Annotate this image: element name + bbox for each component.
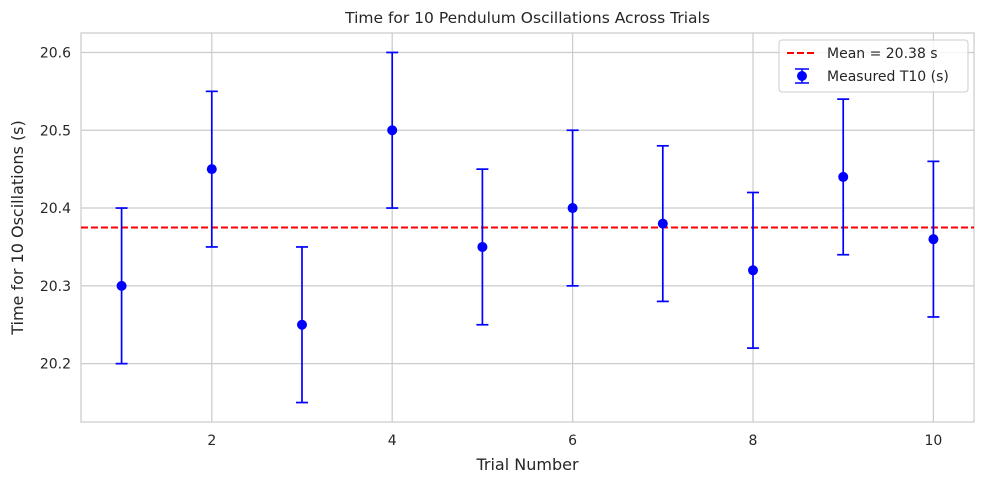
legend: Mean = 20.38 s Measured T10 (s) (778, 39, 969, 93)
y-tick-label: 20.3 (40, 279, 71, 295)
y-axis-label: Time for 10 Oscillations (s) (8, 120, 27, 336)
x-tick-label: 4 (388, 433, 397, 449)
data-point (477, 241, 488, 252)
y-tick-label: 20.5 (40, 123, 71, 139)
x-tick-label: 10 (924, 433, 942, 449)
data-point (116, 280, 127, 291)
legend-mean-label: Mean = 20.38 s (827, 46, 938, 62)
x-axis-label: Trial Number (475, 455, 578, 474)
data-point (838, 171, 849, 182)
data-point (657, 218, 668, 229)
y-tick-label: 20.4 (40, 201, 71, 217)
legend-box (778, 39, 969, 93)
legend-marker (797, 71, 807, 81)
legend-series-swatch (795, 68, 809, 84)
chart-title: Time for 10 Pendulum Oscillations Across… (344, 9, 710, 27)
x-tick-labels: 2 4 6 8 10 (207, 433, 942, 449)
data-point (206, 164, 217, 175)
data-series (115, 51, 940, 404)
legend-series-label: Measured T10 (s) (827, 69, 949, 85)
data-point (928, 234, 939, 245)
data-point (748, 265, 759, 276)
y-tick-labels: 20.2 20.3 20.4 20.5 20.6 (40, 45, 71, 372)
data-point (387, 125, 398, 136)
data-point (567, 203, 578, 214)
x-tick-label: 2 (207, 433, 216, 449)
y-tick-label: 20.6 (40, 45, 71, 61)
data-point (296, 319, 307, 330)
x-tick-label: 6 (568, 433, 577, 449)
x-tick-label: 8 (749, 433, 758, 449)
y-tick-label: 20.2 (40, 357, 71, 373)
